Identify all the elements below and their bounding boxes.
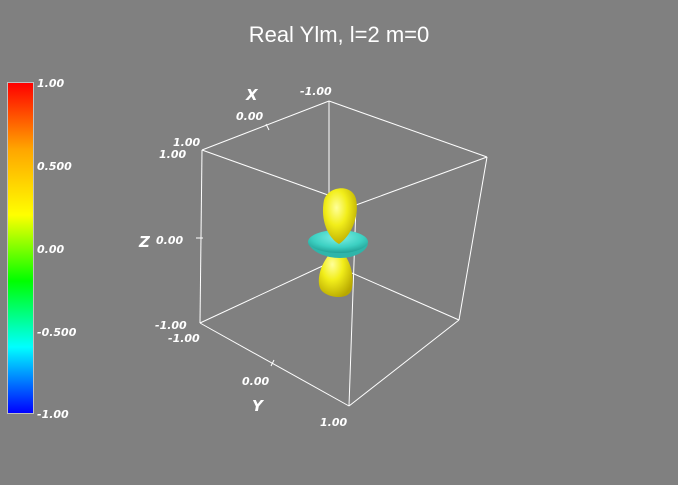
box-edge — [458, 156, 488, 321]
box-edge — [199, 322, 350, 407]
colorbar-label-min: -1.00 — [37, 408, 69, 421]
y-axis-title: Y — [252, 397, 265, 415]
box-edge — [328, 100, 488, 158]
box-edge — [201, 100, 330, 151]
colorbar-label-neg-half: -0.500 — [37, 326, 77, 339]
y-tick-label: -1.00 — [168, 332, 200, 345]
y-tick-label: 1.00 — [320, 416, 347, 429]
scalar-colorbar — [7, 82, 34, 414]
colorbar-label-half: 0.500 — [37, 160, 72, 173]
upper-lobe — [322, 188, 357, 244]
plot-title: Real Ylm, l=2 m=0 — [248, 22, 430, 47]
z-axis-title: Z — [138, 233, 151, 251]
torus-front — [309, 244, 368, 258]
z-tick-label: -1.00 — [155, 319, 187, 332]
x-tick-label: 0.00 — [236, 110, 263, 123]
y-tick-mark — [270, 359, 275, 367]
z-tick-label: 0.00 — [156, 234, 183, 247]
y-tick-label: 0.00 — [242, 375, 269, 388]
colorbar-label-zero: 0.00 — [37, 243, 65, 256]
x-tick-label: -1.00 — [300, 85, 332, 98]
lower-lobe — [318, 247, 353, 298]
x-axis-title: X — [245, 86, 259, 104]
box-edge — [348, 319, 460, 407]
x-tick-label: 1.00 — [173, 136, 200, 149]
x-tick-mark — [265, 123, 270, 131]
ylm-surface — [308, 188, 368, 298]
box-edge — [199, 262, 330, 324]
z-tick-label: 1.00 — [159, 148, 186, 161]
box-edge — [355, 156, 488, 206]
colorbar-label-max: 1.00 — [37, 77, 65, 90]
box-edge — [199, 149, 203, 324]
